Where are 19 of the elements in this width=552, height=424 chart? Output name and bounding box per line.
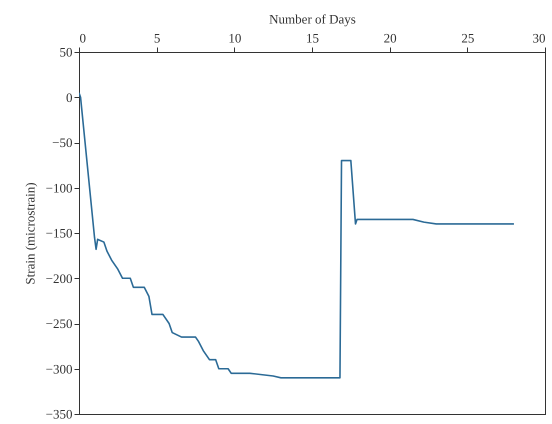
x-tick-label: 20 <box>384 30 397 46</box>
x-tick-label: 15 <box>306 30 319 46</box>
y-axis-title: Strain (microstrain) <box>22 182 38 285</box>
y-tick-label: −100 <box>46 180 72 196</box>
y-tick-label: −350 <box>46 406 72 422</box>
x-tick-label: 10 <box>228 30 242 46</box>
line-series <box>79 92 515 379</box>
y-tick-label: −250 <box>46 316 72 331</box>
x-axis-title: Number of Days <box>269 12 356 26</box>
y-tick-label: −200 <box>46 270 72 286</box>
x-tick-label: 0 <box>80 30 86 46</box>
y-tick-label: 0 <box>66 90 72 105</box>
y-tick-label: −50 <box>52 135 72 150</box>
x-tick-label: 30 <box>532 30 546 46</box>
y-tick-label: −300 <box>46 361 72 376</box>
y-tick-label: −150 <box>46 226 72 240</box>
x-tick-label: 5 <box>154 30 160 46</box>
x-tick-label: 25 <box>461 30 474 46</box>
y-tick-label: 50 <box>60 44 72 60</box>
